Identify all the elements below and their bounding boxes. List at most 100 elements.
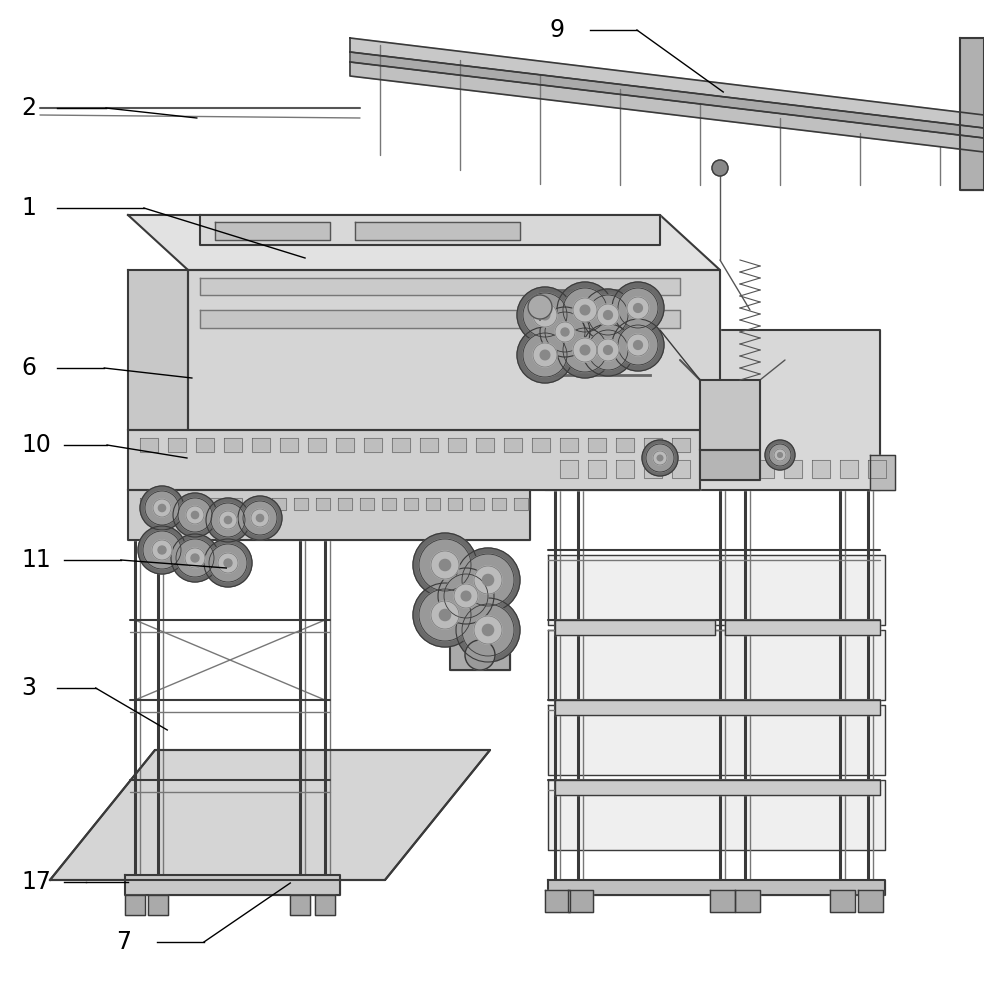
Circle shape: [612, 282, 664, 334]
Circle shape: [588, 330, 628, 370]
Circle shape: [712, 160, 728, 176]
Polygon shape: [448, 438, 466, 452]
Circle shape: [438, 568, 494, 624]
Text: 10: 10: [22, 433, 51, 457]
Circle shape: [540, 350, 550, 360]
Circle shape: [206, 498, 250, 542]
Circle shape: [461, 591, 470, 601]
Circle shape: [642, 440, 678, 476]
Polygon shape: [50, 750, 490, 880]
Circle shape: [533, 343, 557, 367]
Circle shape: [153, 499, 171, 517]
Polygon shape: [336, 438, 354, 452]
Polygon shape: [355, 222, 520, 240]
Circle shape: [582, 324, 634, 376]
Polygon shape: [672, 438, 690, 452]
Polygon shape: [555, 700, 880, 715]
Polygon shape: [360, 498, 374, 510]
Polygon shape: [290, 895, 310, 915]
Polygon shape: [700, 450, 760, 480]
Polygon shape: [588, 438, 606, 452]
Polygon shape: [548, 555, 885, 625]
Polygon shape: [125, 875, 340, 895]
Circle shape: [540, 310, 550, 320]
Polygon shape: [548, 880, 885, 895]
Circle shape: [777, 453, 782, 457]
Polygon shape: [870, 455, 895, 490]
Circle shape: [440, 609, 451, 621]
Polygon shape: [735, 890, 760, 912]
Polygon shape: [168, 438, 186, 452]
Circle shape: [573, 298, 597, 322]
Circle shape: [517, 327, 573, 383]
Polygon shape: [644, 438, 662, 452]
Polygon shape: [316, 498, 330, 510]
Polygon shape: [492, 498, 506, 510]
Polygon shape: [545, 890, 570, 912]
Polygon shape: [555, 620, 715, 635]
Circle shape: [582, 289, 634, 341]
Circle shape: [769, 444, 791, 466]
Circle shape: [563, 328, 607, 372]
Polygon shape: [252, 438, 270, 452]
Polygon shape: [548, 630, 885, 700]
Polygon shape: [548, 780, 885, 850]
Text: 1: 1: [22, 196, 36, 220]
Circle shape: [474, 566, 502, 594]
Polygon shape: [280, 438, 298, 452]
Circle shape: [462, 554, 514, 606]
Polygon shape: [196, 438, 214, 452]
Circle shape: [173, 493, 217, 537]
Polygon shape: [545, 330, 880, 490]
Polygon shape: [560, 438, 578, 452]
Circle shape: [618, 325, 658, 365]
Text: 6: 6: [22, 356, 36, 380]
Circle shape: [634, 304, 643, 312]
Circle shape: [224, 516, 231, 524]
Circle shape: [563, 288, 607, 332]
Polygon shape: [350, 52, 984, 138]
Circle shape: [603, 346, 612, 354]
Polygon shape: [588, 460, 606, 478]
Circle shape: [456, 598, 520, 662]
Polygon shape: [338, 498, 352, 510]
Polygon shape: [532, 438, 550, 452]
Circle shape: [158, 504, 165, 512]
Circle shape: [528, 295, 552, 319]
Circle shape: [561, 328, 569, 336]
Circle shape: [178, 498, 212, 532]
Circle shape: [209, 544, 247, 582]
Circle shape: [603, 311, 612, 319]
Circle shape: [251, 509, 269, 527]
Circle shape: [465, 640, 495, 670]
Polygon shape: [858, 890, 883, 912]
Circle shape: [419, 589, 471, 641]
Polygon shape: [756, 460, 774, 478]
Polygon shape: [308, 438, 326, 452]
Polygon shape: [224, 438, 242, 452]
Polygon shape: [555, 780, 880, 795]
Polygon shape: [616, 460, 634, 478]
Circle shape: [204, 539, 252, 587]
Text: 7: 7: [116, 930, 131, 954]
Circle shape: [431, 601, 459, 629]
Circle shape: [573, 338, 597, 362]
Circle shape: [774, 449, 786, 461]
Polygon shape: [514, 498, 528, 510]
Circle shape: [224, 559, 232, 567]
Polygon shape: [840, 460, 858, 478]
Circle shape: [218, 553, 238, 573]
Polygon shape: [215, 222, 330, 240]
Polygon shape: [700, 380, 760, 450]
Polygon shape: [568, 890, 593, 912]
Polygon shape: [128, 430, 700, 490]
Circle shape: [523, 293, 567, 337]
Polygon shape: [350, 38, 984, 128]
Polygon shape: [784, 460, 802, 478]
Circle shape: [419, 539, 471, 591]
Circle shape: [517, 287, 573, 343]
Circle shape: [597, 339, 619, 361]
Circle shape: [186, 506, 204, 524]
Circle shape: [185, 548, 205, 568]
Polygon shape: [392, 438, 410, 452]
